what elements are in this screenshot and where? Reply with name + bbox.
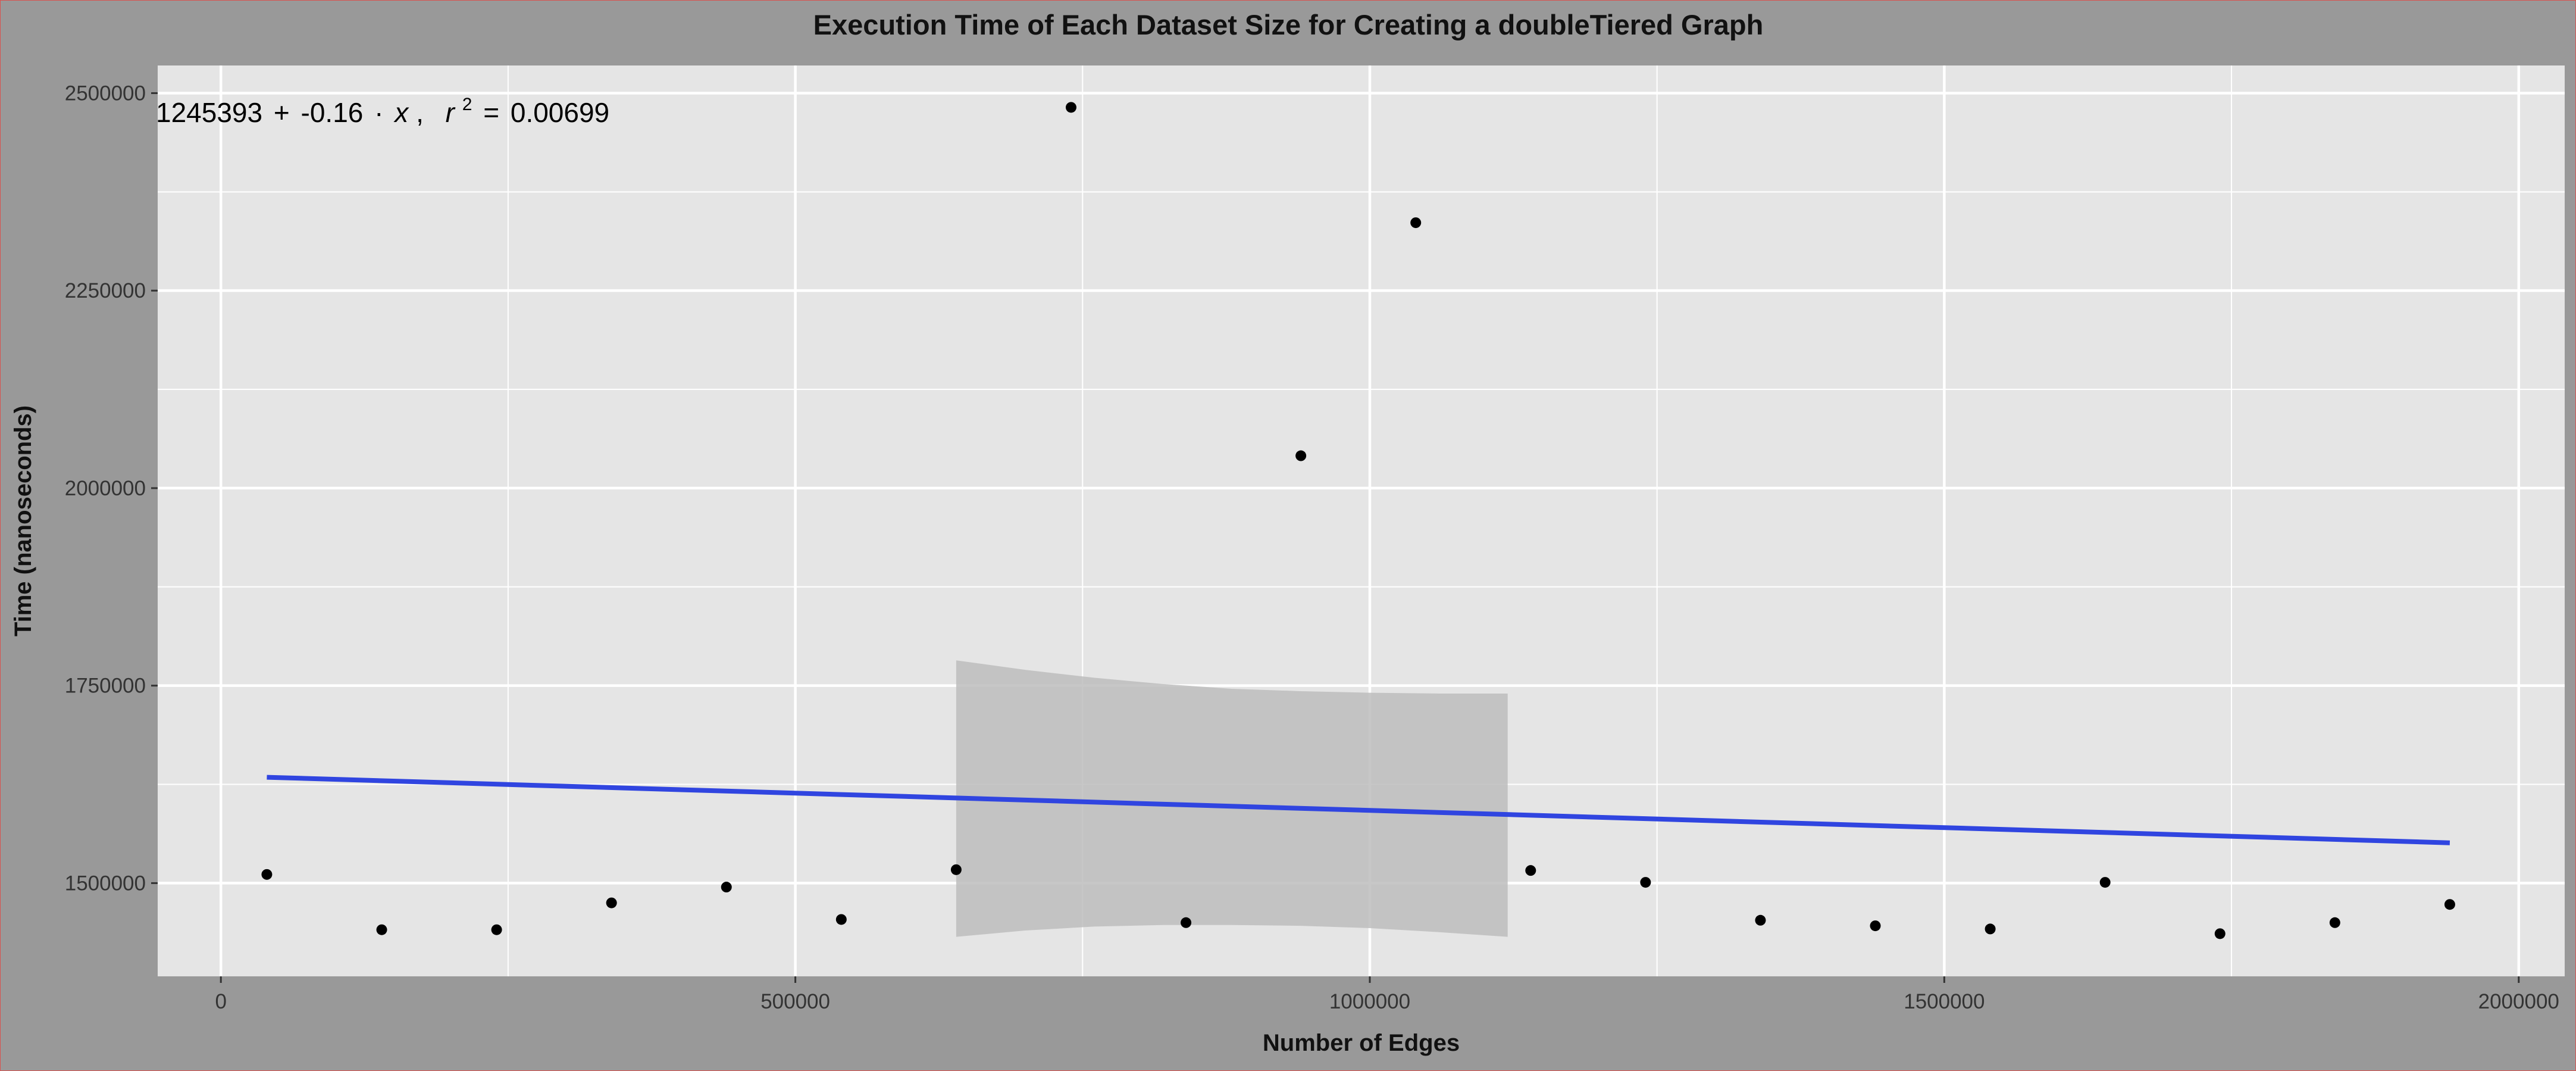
x-tick-label: 1000000 (1329, 990, 1410, 1013)
data-point (2214, 928, 2226, 939)
eq-x-variable: x (393, 97, 409, 128)
eq-r-variable: r (446, 97, 456, 128)
chart-title: Execution Time of Each Dataset Size for … (813, 9, 1764, 40)
x-tick-label: 0 (215, 990, 226, 1013)
data-point (950, 864, 962, 875)
eq-plus: + (274, 97, 290, 128)
y-axis-title: Time (nanoseconds) (10, 405, 36, 636)
eq-r-exponent: 2 (462, 95, 472, 114)
y-tick-label: 1750000 (65, 675, 146, 698)
eq-slope: -0.16 (301, 97, 364, 128)
data-point (2329, 917, 2340, 928)
data-point (1525, 865, 1536, 876)
data-point (1181, 917, 1192, 928)
data-point (606, 897, 617, 908)
data-point (261, 869, 273, 880)
data-point (376, 924, 387, 935)
x-axis-ticks: 0 500000 1000000 1500000 2000000 (215, 976, 2559, 1013)
data-point (2444, 899, 2455, 910)
x-tick-label: 500000 (760, 990, 830, 1013)
data-points (261, 102, 2455, 939)
y-tick-label: 2500000 (65, 82, 146, 105)
confidence-band (956, 660, 1508, 937)
y-tick-label: 2250000 (65, 279, 146, 302)
x-tick-label: 1500000 (1904, 990, 1985, 1013)
eq-dot: · (374, 97, 383, 128)
data-point (1755, 914, 1766, 926)
regression-line (267, 775, 2450, 845)
eq-separator: , (416, 97, 424, 128)
data-point (721, 882, 732, 893)
data-point (1985, 923, 1996, 935)
data-point (1640, 877, 1651, 888)
eq-intercept: 1245393 (156, 97, 262, 128)
data-point (1065, 102, 1076, 113)
data-point (2099, 877, 2111, 888)
data-point (1410, 217, 1422, 229)
data-point (835, 914, 847, 925)
regression-equation: 1245393 + -0.16 · x , r 2 = 0.00699 (156, 85, 609, 128)
y-axis-ticks: 1500000 1750000 2000000 2250000 2500000 (65, 82, 158, 895)
data-point (1295, 450, 1307, 461)
eq-equals: = (483, 97, 499, 128)
y-tick-label: 2000000 (65, 477, 146, 500)
data-point (1870, 920, 1881, 932)
major-gridlines (158, 65, 2565, 976)
eq-r-value: 0.00699 (511, 97, 609, 128)
x-axis-title: Number of Edges (1263, 1030, 1460, 1056)
y-tick-label: 1500000 (65, 872, 146, 895)
x-tick-label: 2000000 (2478, 990, 2559, 1013)
data-point (491, 924, 502, 935)
